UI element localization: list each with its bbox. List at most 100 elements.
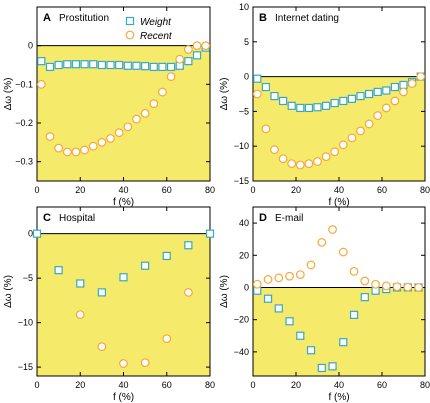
recent-series bbox=[252, 225, 423, 292]
weight-point bbox=[322, 101, 331, 110]
y-tick-label: −0.2 bbox=[15, 118, 33, 128]
negative-region bbox=[37, 45, 210, 181]
recent-point bbox=[88, 141, 98, 151]
recent-point bbox=[360, 276, 370, 286]
recent-point bbox=[278, 154, 288, 164]
x-tick-label: 60 bbox=[162, 185, 172, 195]
weight-point bbox=[97, 60, 106, 70]
negative-region bbox=[37, 233, 210, 376]
weight-point bbox=[296, 103, 305, 113]
y-tick-label: 40 bbox=[239, 218, 249, 228]
weight-point bbox=[119, 273, 128, 282]
x-tick-label: 20 bbox=[291, 380, 301, 390]
weight-point bbox=[347, 94, 356, 103]
panel-a: 0 20 40 60 80 0 −0.1 −0.2 −0.3 f (%) Δω (%) A Prosti… bbox=[3, 6, 215, 208]
weight-point bbox=[149, 62, 158, 72]
recent-point bbox=[201, 41, 211, 51]
x-axis-label: f (%) bbox=[328, 392, 349, 403]
weight-point bbox=[89, 60, 98, 69]
weight-point bbox=[184, 57, 193, 66]
recent-point bbox=[390, 96, 400, 106]
x-tick-label: 80 bbox=[205, 380, 215, 390]
weight-point bbox=[339, 338, 348, 347]
recent-point bbox=[183, 287, 193, 297]
recent-point bbox=[75, 310, 85, 320]
x-tick-label: 20 bbox=[75, 380, 85, 390]
recent-point bbox=[71, 147, 81, 157]
recent-point bbox=[270, 145, 279, 155]
recent-point bbox=[317, 238, 327, 247]
recent-point bbox=[304, 159, 314, 169]
weight-series bbox=[253, 72, 425, 113]
y-axis-label: Δω (%) bbox=[219, 275, 230, 308]
x-tick-label: 60 bbox=[162, 380, 172, 390]
recent-point bbox=[192, 41, 202, 51]
x-axis-label: f (%) bbox=[113, 197, 134, 208]
recent-series bbox=[36, 41, 211, 157]
recent-point bbox=[399, 87, 408, 97]
panel-title: Hospital bbox=[59, 213, 95, 224]
panel-title: Prostitution bbox=[59, 13, 109, 24]
weight-point bbox=[390, 82, 399, 92]
recent-point bbox=[364, 119, 374, 129]
weight-point bbox=[106, 60, 115, 70]
weight-point bbox=[141, 261, 150, 270]
weight-point bbox=[306, 346, 316, 355]
weight-point bbox=[45, 62, 55, 72]
recent-point bbox=[54, 143, 64, 153]
weight-point bbox=[192, 51, 202, 60]
weight-point bbox=[32, 229, 42, 238]
recent-point bbox=[158, 87, 167, 97]
x-tick-label: 0 bbox=[34, 185, 39, 195]
y-tick-label: 10 bbox=[239, 2, 249, 12]
weight-point bbox=[328, 362, 337, 371]
recent-point bbox=[381, 281, 391, 291]
weight-point bbox=[141, 62, 150, 71]
weight-point bbox=[97, 288, 106, 297]
panel-title: Internet dating bbox=[275, 13, 339, 24]
panel-b: 0 20 40 60 80 10 5 0 −5 −10 −15 f (%) Δω (%) B Interne… bbox=[219, 2, 430, 208]
y-tick-label: −10 bbox=[234, 141, 249, 151]
recent-point bbox=[62, 147, 72, 157]
weight-point bbox=[304, 103, 313, 113]
x-tick-label: 40 bbox=[334, 185, 344, 195]
y-tick-label: 0 bbox=[244, 282, 249, 292]
weight-point bbox=[313, 103, 322, 112]
y-tick-label: 0 bbox=[28, 229, 33, 239]
x-tick-label: 60 bbox=[377, 185, 387, 195]
weight-point bbox=[54, 266, 63, 275]
x-tick-label: 40 bbox=[118, 185, 128, 195]
weight-point bbox=[71, 60, 81, 69]
recent-point bbox=[295, 270, 305, 280]
weight-point bbox=[285, 317, 294, 326]
x-tick-label: 40 bbox=[334, 380, 344, 390]
x-tick-label: 60 bbox=[377, 380, 387, 390]
weight-point bbox=[158, 62, 167, 72]
x-tick-label: 40 bbox=[118, 380, 128, 390]
recent-point bbox=[36, 79, 46, 89]
recent-point bbox=[414, 283, 423, 292]
recent-point bbox=[295, 160, 305, 170]
weight-point bbox=[365, 89, 374, 99]
weight-point bbox=[399, 80, 408, 90]
recent-point bbox=[132, 114, 141, 124]
weight-series bbox=[32, 229, 215, 297]
recent-series bbox=[75, 287, 193, 368]
recent-point bbox=[328, 225, 337, 234]
x-tick-label: 20 bbox=[291, 185, 301, 195]
weight-point bbox=[349, 310, 359, 319]
recent-point bbox=[183, 45, 193, 54]
y-tick-label: −5 bbox=[239, 106, 249, 116]
y-axis-label: Δω (%) bbox=[3, 275, 14, 308]
recent-point bbox=[166, 72, 176, 81]
x-tick-label: 0 bbox=[250, 380, 255, 390]
recent-point bbox=[261, 124, 271, 134]
recent-point bbox=[287, 159, 297, 169]
weight-point bbox=[132, 61, 141, 70]
weight-point bbox=[205, 229, 215, 238]
recent-point bbox=[175, 54, 185, 64]
recent-point bbox=[330, 147, 340, 157]
x-tick-label: 0 bbox=[34, 380, 39, 390]
legend: Weight Recent bbox=[125, 16, 173, 42]
recent-point bbox=[285, 271, 294, 281]
